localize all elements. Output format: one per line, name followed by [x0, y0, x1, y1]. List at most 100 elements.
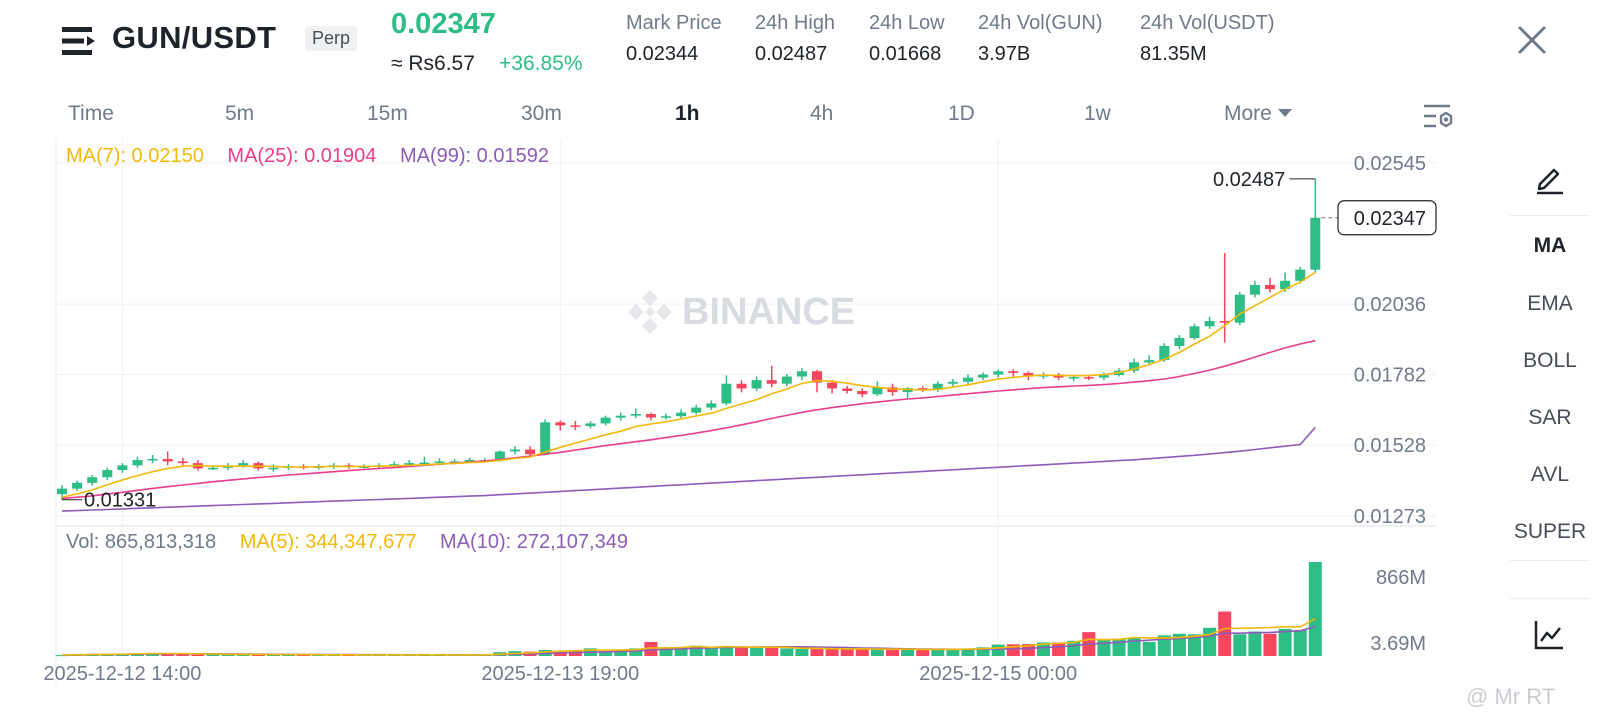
candle	[978, 372, 989, 381]
volume-axis-label: 3.69M	[1370, 633, 1426, 655]
candle-body	[540, 422, 551, 455]
indicator-sidebar: MA EMA BOLL SAR AVL SUPER	[1500, 140, 1600, 700]
candle	[268, 464, 279, 472]
svg-text:MA(7): 0.02150 MA(25): 0: MA(7): 0.02150 MA(25): 0.01904 MA(99): 0…	[66, 145, 549, 167]
candle	[1219, 253, 1230, 343]
legend-ma7: MA(7): 0.02150	[66, 145, 204, 167]
candle	[872, 381, 883, 396]
kline-chart[interactable]: BINANCE 0.02545 0.02036 0.01782 0.01528 0.01…	[0, 140, 1500, 720]
indicator-super[interactable]: SUPER	[1513, 520, 1587, 543]
price-axis-label: 0.01528	[1354, 435, 1426, 457]
indicator-ema[interactable]: EMA	[1527, 292, 1573, 315]
timeframe-4h[interactable]: 4h	[810, 102, 834, 125]
volume-bar	[704, 647, 718, 656]
timeframe-15m[interactable]: 15m	[367, 102, 408, 125]
indicator-boll[interactable]: BOLL	[1523, 349, 1577, 372]
candle-body	[464, 460, 475, 462]
candle-body	[1023, 372, 1034, 377]
pencil-draw-icon[interactable]	[1532, 160, 1568, 196]
candle-body	[449, 461, 460, 463]
volume-bar	[840, 648, 854, 656]
volume-bar	[810, 648, 824, 656]
candle	[419, 456, 430, 466]
legend-ma99: MA(99): 0.01592	[400, 145, 549, 167]
candle	[751, 376, 762, 391]
indicator-avl[interactable]: AVL	[1530, 463, 1570, 486]
candle-body	[661, 416, 671, 418]
candle	[177, 457, 188, 466]
candle-body	[102, 470, 113, 478]
stat-label: 24h Vol(GUN)	[978, 12, 1103, 34]
candle-body	[978, 374, 989, 378]
candle-body	[1310, 217, 1321, 270]
indicator-sar[interactable]: SAR	[1528, 406, 1572, 429]
candle-body	[766, 380, 777, 384]
time-axis: 2025-12-12 14:00 2025-12-13 19:00 2025-12-…	[43, 663, 1077, 685]
timeframe-time[interactable]: Time	[68, 102, 114, 125]
stat-label: 24h Vol(USDT)	[1140, 12, 1275, 34]
time-axis-label: 2025-12-12 14:00	[43, 663, 201, 685]
candle-body	[268, 467, 279, 470]
volume-bar	[780, 648, 794, 656]
futures-menu-icon[interactable]	[62, 24, 96, 58]
candle	[1174, 335, 1185, 350]
stat-mark-price: Mark Price 0.02344	[626, 12, 722, 66]
candle	[676, 409, 687, 419]
candle-body	[902, 388, 913, 393]
volume-bar	[1188, 634, 1201, 656]
volume-bar	[901, 649, 915, 656]
candle	[389, 461, 400, 468]
volume-bar	[191, 654, 205, 656]
volume-bar	[916, 648, 930, 656]
watermark-text: BINANCE	[682, 291, 855, 333]
time-axis-label: 2025-12-15 00:00	[919, 663, 1077, 685]
close-icon[interactable]	[1512, 20, 1552, 60]
candle	[721, 375, 732, 406]
candle	[102, 467, 113, 481]
timeframe-5m[interactable]: 5m	[225, 102, 255, 125]
candle-body	[525, 449, 536, 455]
candle	[1098, 372, 1109, 381]
indicator-chart-icon[interactable]	[1532, 618, 1566, 652]
volume-ma10-line	[61, 625, 1316, 656]
candle	[1189, 323, 1200, 340]
volume-bar	[991, 644, 1005, 656]
candle-body	[645, 413, 656, 418]
timeframe-1d[interactable]: 1D	[948, 102, 975, 125]
volume-bar	[674, 648, 688, 656]
pair-symbol[interactable]: GUN/USDT	[112, 20, 277, 55]
volume-bar	[1157, 635, 1171, 656]
candle-body	[419, 462, 430, 465]
divider	[1510, 215, 1590, 216]
candle-body	[162, 458, 173, 462]
ticker-header: GUN/USDT Perp 0.02347 ≈ Rs6.57 +36.85% M…	[0, 0, 1600, 90]
timeframe-30m[interactable]: 30m	[521, 102, 562, 125]
candle-body	[208, 467, 218, 470]
volume-bar	[1278, 628, 1292, 656]
indicator-ma[interactable]: MA	[1533, 234, 1567, 257]
price-axis-label: 0.01273	[1354, 506, 1426, 528]
timeframe-more[interactable]: More	[1224, 102, 1292, 126]
volume-bar	[1037, 642, 1050, 656]
candle	[1053, 372, 1064, 381]
volume-bar	[750, 646, 764, 656]
price-pane: BINANCE 0.02545 0.02036 0.01782 0.01528 0.01…	[55, 140, 1437, 686]
candle-body	[721, 383, 732, 404]
timeframe-1w[interactable]: 1w	[1084, 102, 1111, 125]
timeframe-1h[interactable]: 1h	[675, 102, 700, 125]
volume-bar	[886, 649, 899, 656]
volume-bar	[1052, 642, 1066, 656]
volume-bar	[644, 641, 658, 656]
stat-24h-vol-base: 24h Vol(GUN) 3.97B	[978, 12, 1103, 66]
candle-body	[812, 371, 822, 383]
candle	[766, 365, 777, 388]
binance-watermark: BINANCE	[628, 290, 855, 334]
candle-body	[1098, 375, 1109, 378]
candle	[645, 412, 656, 421]
volume-bar	[1006, 644, 1020, 656]
stat-value: 81.35M	[1140, 43, 1207, 65]
candle-body	[600, 417, 611, 424]
candle-body	[72, 482, 83, 489]
chart-settings-icon[interactable]	[1422, 100, 1456, 134]
candle	[1204, 316, 1215, 329]
